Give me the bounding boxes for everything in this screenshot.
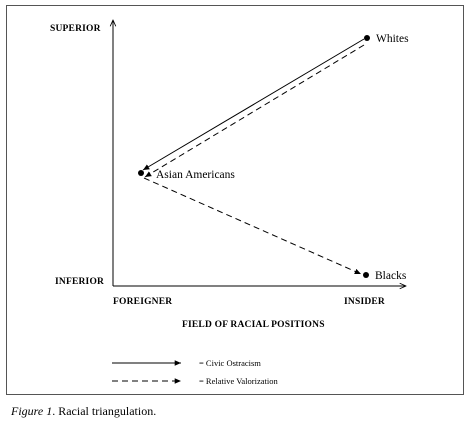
x-axis-right-label: INSIDER — [344, 297, 385, 307]
x-axis-title: FIELD OF RACIAL POSITIONS — [182, 320, 325, 330]
figure-caption: Figure 1. Racial triangulation. — [11, 405, 156, 417]
y-axis-bottom-label: INFERIOR — [55, 277, 105, 287]
figure-frame — [6, 5, 464, 395]
legend-civic-ostracism-label: = Civic Ostracism — [199, 358, 261, 368]
valorization-arrow-whites-to-asian — [144, 44, 365, 178]
node-whites-dot — [364, 35, 370, 41]
civic-ostracism-arrow — [142, 38, 365, 171]
node-whites-label: Whites — [376, 33, 409, 45]
y-axis-top-label: SUPERIOR — [50, 24, 101, 34]
node-asian-americans-label: Asian Americans — [156, 169, 235, 181]
figure-caption-text: . Racial triangulation. — [52, 404, 157, 418]
node-asian-americans-dot — [138, 170, 144, 176]
node-blacks-dot — [363, 272, 369, 278]
figure-number: Figure 1 — [11, 404, 53, 418]
x-axis-left-label: FOREIGNER — [113, 297, 173, 307]
valorization-arrow-asian-to-blacks — [143, 177, 362, 275]
node-blacks-label: Blacks — [375, 270, 407, 282]
legend-relative-valorization-label: = Relative Valorization — [199, 376, 278, 386]
